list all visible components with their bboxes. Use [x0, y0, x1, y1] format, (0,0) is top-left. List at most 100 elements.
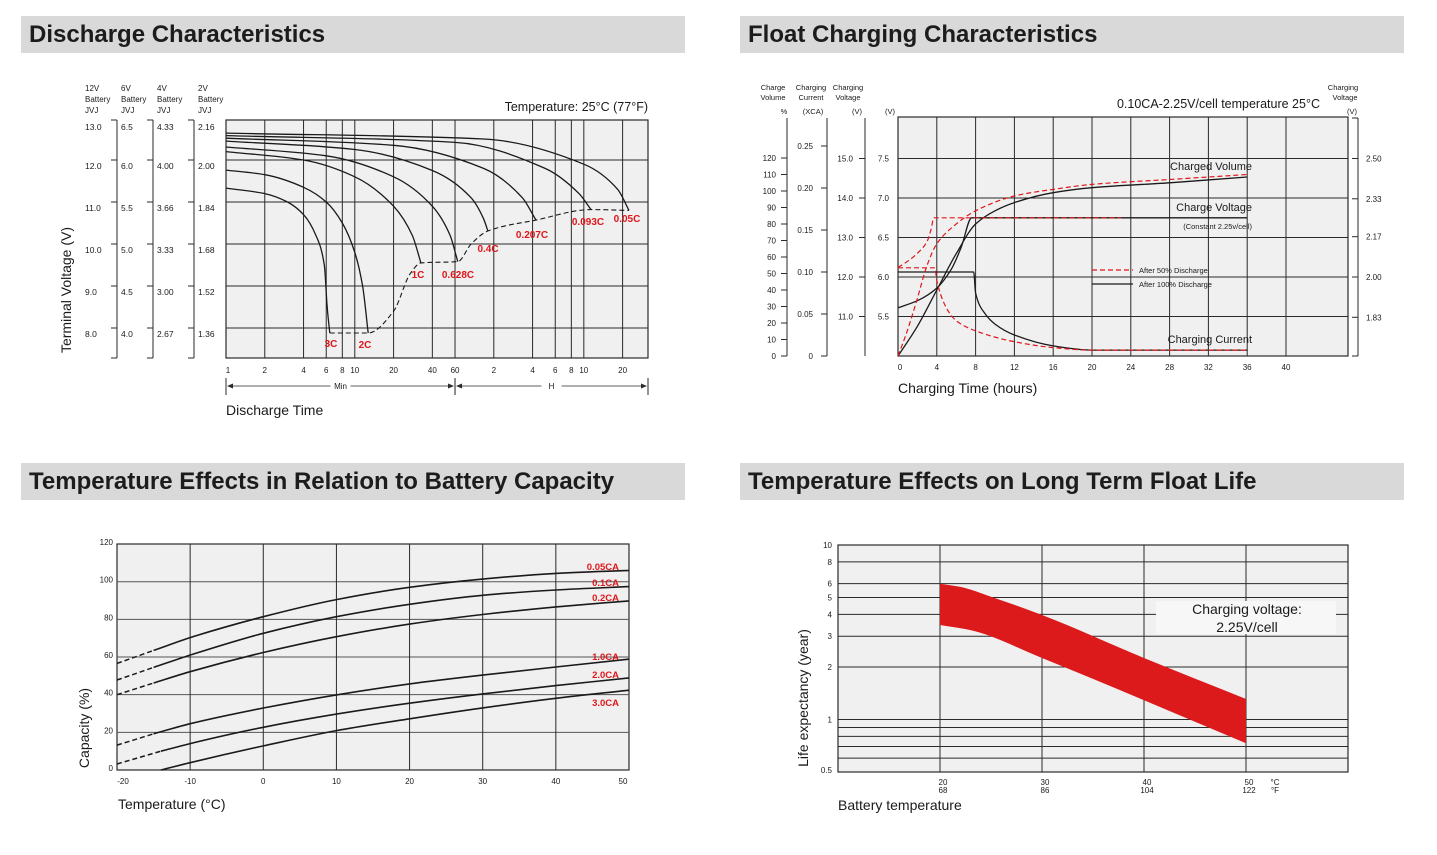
- x-tick-label: 8: [340, 366, 345, 375]
- scale-tick-label: 6.5: [121, 122, 133, 132]
- y-tick-label: 20: [104, 726, 113, 735]
- series-label: 2C: [359, 340, 372, 351]
- axis-header: Charging: [796, 83, 826, 92]
- discharge-curve-0.207C: [225, 137, 537, 221]
- scale-tick-label: 2.00: [198, 161, 215, 171]
- scale-tick-label: 2.67: [157, 329, 174, 339]
- voltage-tick-label: 15.0: [837, 155, 853, 164]
- y-axis-label: Terminal Voltage (V): [58, 227, 74, 353]
- axis-header: (V): [1347, 107, 1358, 116]
- x-tick-label: 28: [1165, 363, 1174, 372]
- x-unit-celsius: °C: [1271, 778, 1280, 787]
- scale-header: JVJ: [85, 106, 98, 115]
- axis-header: Volume: [760, 93, 785, 102]
- range-label: H: [549, 382, 555, 391]
- voltage-tick-label: 12.0: [837, 273, 853, 282]
- x-tick-label: 1: [226, 366, 231, 375]
- scale-header: Battery: [198, 95, 223, 104]
- x-tick-label: 2: [492, 366, 497, 375]
- charging-current-curve-after-50: [898, 267, 1248, 351]
- discharge-curve-0.05C: [225, 132, 630, 211]
- volume-tick-label: 30: [767, 303, 776, 312]
- series-label: 3C: [325, 339, 338, 350]
- voltage-tick-label: 13.0: [837, 234, 853, 243]
- voltage-tick-label: 14.0: [837, 194, 853, 203]
- current-tick-label: 0.15: [797, 226, 813, 235]
- charging-voltage-annotation: Charging voltage:: [1192, 601, 1302, 617]
- scale-tick-label: 9.0: [85, 287, 97, 297]
- x-tick-label-fahrenheit: 122: [1242, 786, 1256, 795]
- scale-header: 4V: [157, 84, 167, 93]
- scale-header: 6V: [121, 84, 131, 93]
- axis-header: (XCA): [803, 107, 824, 116]
- voltage-6v-tick-label: 7.5: [878, 155, 890, 164]
- scale-tick-label: 1.68: [198, 245, 215, 255]
- x-tick-label: 40: [1282, 363, 1291, 372]
- float-charging-chart: 0 4 8 12 16 20 24 28 32 36 40 Charging Time (hours)…: [760, 83, 1382, 396]
- y-tick-label: 0: [109, 764, 114, 773]
- axis-header: Charging: [1328, 83, 1358, 92]
- series-label: 0.093C: [572, 217, 604, 228]
- x-tick-label-fahrenheit: 68: [939, 786, 948, 795]
- x-tick-label: 4: [530, 366, 535, 375]
- capacity-curve-dashed-0.1CA: [116, 666, 154, 681]
- charge-voltage-curve-after-50: [897, 217, 1122, 269]
- x-tick-label: 2: [263, 366, 268, 375]
- scale-tick-label: 1.36: [198, 329, 215, 339]
- scale-tick-label: 10.0: [85, 245, 102, 255]
- legend-label: After 100% Discharge: [1139, 280, 1212, 289]
- scale-tick-label: 5.0: [121, 245, 133, 255]
- y-tick-label: 8: [828, 558, 833, 567]
- discharge-chart: 1 2 4 6 8 10 20 40 60 2 4 6 8 10 20 12V Battery JVJ 13.0 12…: [58, 84, 649, 418]
- y-tick-label: 100: [100, 576, 114, 585]
- series-label: 3.0CA: [592, 698, 619, 709]
- x-tick-label: 10: [579, 366, 588, 375]
- x-tick-label: 20: [405, 777, 414, 786]
- capacity-curve-1.0CA: [153, 658, 630, 735]
- scale-tick-label: 2.16: [198, 122, 215, 132]
- scale-tick-label: 11.0: [85, 203, 101, 213]
- x-tick-label-celsius: 20: [939, 778, 948, 787]
- scale-tick-label: 1.84: [198, 203, 215, 213]
- y-tick-label: 120: [100, 538, 114, 547]
- volume-tick-label: 60: [767, 253, 776, 262]
- volume-tick-label: 50: [767, 270, 776, 279]
- charging-voltage-value: 2.25V/cell: [1216, 619, 1277, 635]
- voltage-6v-tick-label: 7.0: [878, 194, 890, 203]
- charged-volume-curve-after-50: [897, 173, 1248, 357]
- y-tick-label: 2: [828, 663, 833, 672]
- series-label: 0.628C: [442, 270, 474, 281]
- axis-header: Voltage: [1332, 93, 1357, 102]
- x-tick-label: 0: [898, 363, 903, 372]
- x-tick-label: 6: [553, 366, 558, 375]
- curve-label-charge-voltage: Charge Voltage: [1176, 202, 1252, 214]
- capacity-curve-3.0CA: [160, 689, 630, 771]
- curve-label-voltage-note: (Constant 2.25v/cell): [1183, 222, 1252, 231]
- x-tick-label-celsius: 40: [1143, 778, 1152, 787]
- capacity-curve-dashed-1.0CA: [116, 733, 154, 746]
- x-tick-label: 6: [324, 366, 329, 375]
- volume-tick-label: 100: [763, 187, 777, 196]
- current-tick-label: 0.10: [797, 268, 813, 277]
- scale-tick-label: 3.00: [157, 287, 174, 297]
- scale-tick-label: 8.0: [85, 329, 97, 339]
- scale-header: JVJ: [157, 106, 170, 115]
- temperature-annotation: Temperature: 25°C (77°F): [505, 100, 648, 114]
- temperature-capacity-chart: 0 20 40 60 80 100 120 -20 -10 0 10 20 30 40 50 0.05CA 0.…: [76, 538, 630, 812]
- capacity-curve-0.05CA: [153, 569, 630, 652]
- x-axis-label: Temperature (°C): [118, 796, 226, 812]
- x-tick-label: 0: [261, 777, 266, 786]
- scale-tick-label: 3.66: [157, 203, 174, 213]
- voltage-6v-tick-label: 6.0: [878, 273, 890, 282]
- float-life-chart: 0.5123456810206830864010450122°C°FChargi…: [795, 541, 1349, 813]
- float-life-band: [940, 583, 1246, 744]
- scale-tick-label: 5.5: [121, 203, 133, 213]
- x-axis-label: Battery temperature: [838, 797, 962, 813]
- scale-header: Battery: [121, 95, 146, 104]
- capacity-curve-dashed-0.2CA: [116, 682, 154, 696]
- condition-annotation: 0.10CA-2.25V/cell temperature 25°C: [1117, 97, 1320, 111]
- x-tick-label: 8: [569, 366, 574, 375]
- curve-label-charged-volume: Charged Volume: [1170, 161, 1252, 173]
- voltage-tick-label: 11.0: [838, 313, 854, 322]
- y-tick-label: 6: [828, 580, 833, 589]
